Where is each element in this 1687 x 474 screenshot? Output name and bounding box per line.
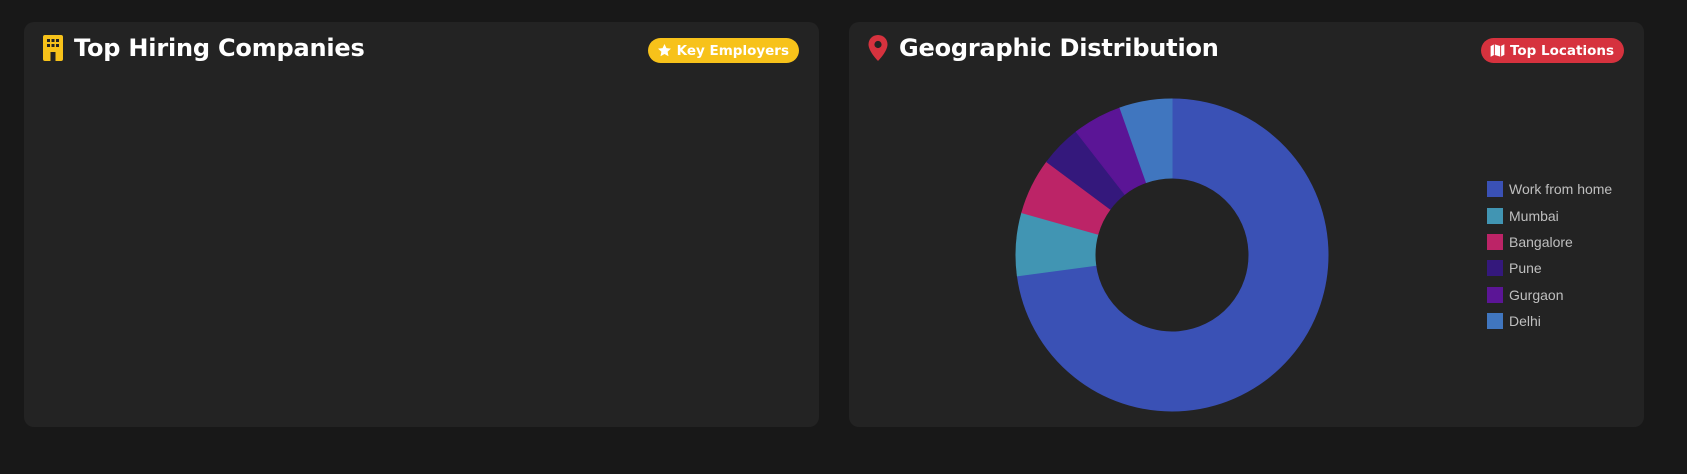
card-title: Geographic Distribution [899,34,1219,62]
card-header: Top Hiring Companies [42,34,365,62]
legend-swatch [1487,181,1503,198]
legend-label: Delhi [1509,313,1541,330]
companies-chart-area [24,82,819,427]
donut-slice-delhi[interactable] [1119,98,1173,184]
legend-item[interactable]: Work from home [1487,176,1637,202]
building-icon [42,34,64,62]
legend-item[interactable]: Gurgaon [1487,282,1637,308]
legend-swatch [1487,260,1503,277]
map-icon [1490,43,1505,58]
legend-item[interactable]: Pune [1487,255,1637,281]
top-locations-badge: Top Locations [1480,38,1624,63]
chart-legend: Work from home Mumbai Bangalore Pune Gurgaon… [1487,176,1637,334]
badge-label: Key Employers [676,42,789,59]
key-employers-badge: Key Employers [647,38,799,63]
legend-label: Pune [1509,260,1542,277]
map-pin-icon [867,34,889,62]
star-icon [657,43,672,58]
geographic-distribution-card: Geographic Distribution Top Locations Wo… [849,22,1644,427]
legend-swatch [1487,207,1503,224]
card-header: Geographic Distribution [867,34,1219,62]
legend-item[interactable]: Bangalore [1487,229,1637,255]
legend-swatch [1487,286,1503,303]
geographic-chart-area [849,82,1644,427]
legend-label: Mumbai [1509,207,1559,224]
legend-item[interactable]: Delhi [1487,308,1637,334]
legend-swatch [1487,313,1503,330]
legend-item[interactable]: Mumbai [1487,202,1637,228]
legend-swatch [1487,233,1503,250]
legend-label: Gurgaon [1509,286,1564,303]
geographic-donut-chart [1015,98,1329,412]
legend-label: Bangalore [1509,233,1573,250]
card-title: Top Hiring Companies [74,34,365,62]
legend-label: Work from home [1509,181,1613,198]
donut-slice-work-from-home[interactable] [1016,98,1329,412]
badge-label: Top Locations [1509,42,1614,59]
top-hiring-companies-card: Top Hiring Companies Key Employers [24,22,819,427]
